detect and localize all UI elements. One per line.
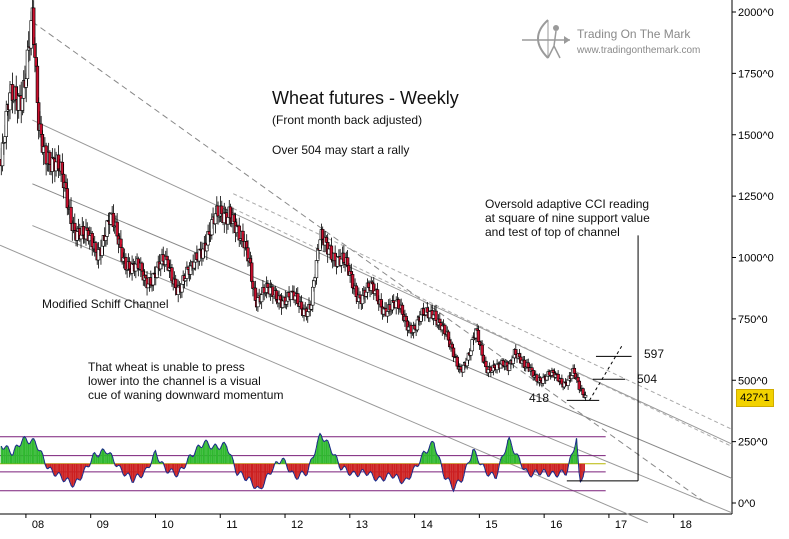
x-tick-label: 09 [97, 519, 109, 531]
chart-subtitle: (Front month back adjusted) [272, 113, 423, 127]
x-tick-label: 18 [680, 519, 692, 531]
schiff-channel-line [0, 244, 648, 524]
archer-logo-icon [522, 19, 570, 59]
y-tick-label: 1250^0 [738, 191, 774, 203]
cci-note: Oversold adaptive CCI reading at square … [485, 197, 650, 239]
x-tick-label: 14 [421, 519, 433, 531]
candle-body [572, 367, 577, 374]
y-tick-label: 1000^0 [738, 253, 774, 265]
brand-url: www.tradingonthemark.com [577, 45, 701, 56]
y-tick-label: 1750^0 [738, 68, 774, 80]
y-tick-label: 750^0 [738, 314, 768, 326]
candle-body [476, 329, 481, 342]
y-tick-label: 250^0 [738, 437, 768, 449]
x-tick-label: 16 [550, 519, 562, 531]
x-tick-label: 15 [485, 519, 497, 531]
chart-title: Wheat futures - Weekly [272, 88, 459, 108]
x-tick-label: 11 [226, 519, 237, 531]
level-597-label: 597 [644, 347, 665, 361]
y-tick-label: 500^0 [738, 375, 768, 387]
schiff-channel-line [32, 21, 707, 504]
candle-body [259, 294, 264, 303]
x-tick-label: 13 [356, 519, 368, 531]
x-tick-label: 12 [291, 519, 303, 531]
candle-body [65, 188, 70, 209]
candle-body [583, 394, 588, 398]
cci-line [0, 432, 585, 493]
x-tick-label: 08 [32, 519, 44, 531]
projection-dashed-line [589, 345, 623, 401]
brand-name: Trading On The Mark [577, 27, 691, 41]
level-418-label: 418 [529, 391, 550, 405]
candle-body [249, 262, 254, 282]
schiff-channel-line [232, 207, 733, 447]
candle-body [526, 362, 530, 368]
schiff-channel-line [32, 225, 733, 514]
x-tick-label: 17 [615, 519, 627, 531]
last-price-badge: 427^1 [736, 389, 774, 407]
rally-note: Over 504 may start a rally [272, 143, 410, 157]
momentum-note: That wheat is unable to press lower into… [88, 360, 284, 402]
schiff-channel-label: Modified Schiff Channel [42, 297, 169, 311]
candle-body [469, 350, 473, 356]
schiff-channel-line [232, 193, 733, 430]
y-tick-label: 0^0 [738, 498, 755, 510]
y-tick-label: 2000^0 [738, 7, 774, 19]
candle-body [480, 344, 484, 356]
level-504-label: 504 [637, 372, 658, 386]
schiff-channel-line [32, 183, 733, 479]
candle-body [35, 65, 40, 103]
x-tick-label: 10 [161, 519, 173, 531]
schiff-channel-line [32, 119, 733, 445]
y-tick-label: 1500^0 [738, 130, 774, 142]
